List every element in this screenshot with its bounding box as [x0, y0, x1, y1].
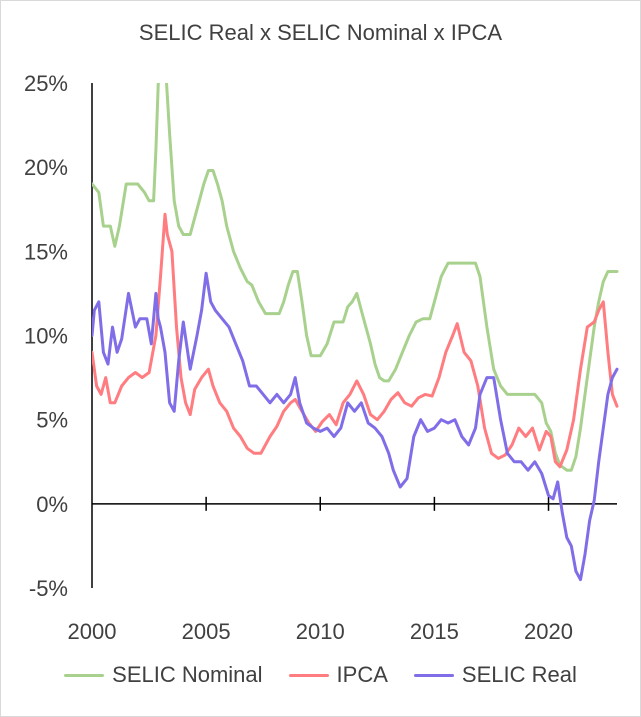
x-tick-label: 2020 [524, 619, 573, 644]
series-line-selic-real [92, 271, 619, 582]
y-tick-label: -5% [29, 576, 68, 601]
y-tick-label: 10% [24, 324, 68, 349]
legend-swatch [413, 673, 454, 677]
series-line-selic-nominal [92, 83, 619, 472]
x-tick-label: 2010 [296, 619, 345, 644]
legend-swatch [288, 673, 329, 677]
legend: SELIC Nominal IPCA SELIC Real [0, 662, 641, 688]
legend-label: IPCA [336, 662, 388, 687]
legend-item-ipca: IPCA [288, 662, 388, 688]
y-tick-label: 0% [36, 492, 68, 517]
legend-item-selic-nominal: SELIC Nominal [64, 662, 263, 688]
legend-swatch [64, 673, 105, 677]
x-tick-label: 2005 [182, 619, 231, 644]
y-tick-label: 20% [24, 155, 68, 180]
legend-label: SELIC Real [461, 662, 577, 687]
legend-item-selic-real: SELIC Real [413, 662, 577, 688]
legend-label: SELIC Nominal [112, 662, 263, 687]
x-tick-label: 2015 [410, 619, 459, 644]
series-layer [92, 83, 619, 582]
y-tick-label: 15% [24, 239, 68, 264]
y-tick-label: 5% [36, 408, 68, 433]
chart-title: SELIC Real x SELIC Nominal x IPCA [138, 20, 503, 45]
x-tick-label: 2000 [68, 619, 117, 644]
axes: -5% 0% 5% 10% 15% 20% 25% 2000 2005 2010 2015 2020 [24, 71, 617, 644]
series-line-ipca [92, 212, 619, 469]
y-tick-label: 25% [24, 71, 68, 96]
